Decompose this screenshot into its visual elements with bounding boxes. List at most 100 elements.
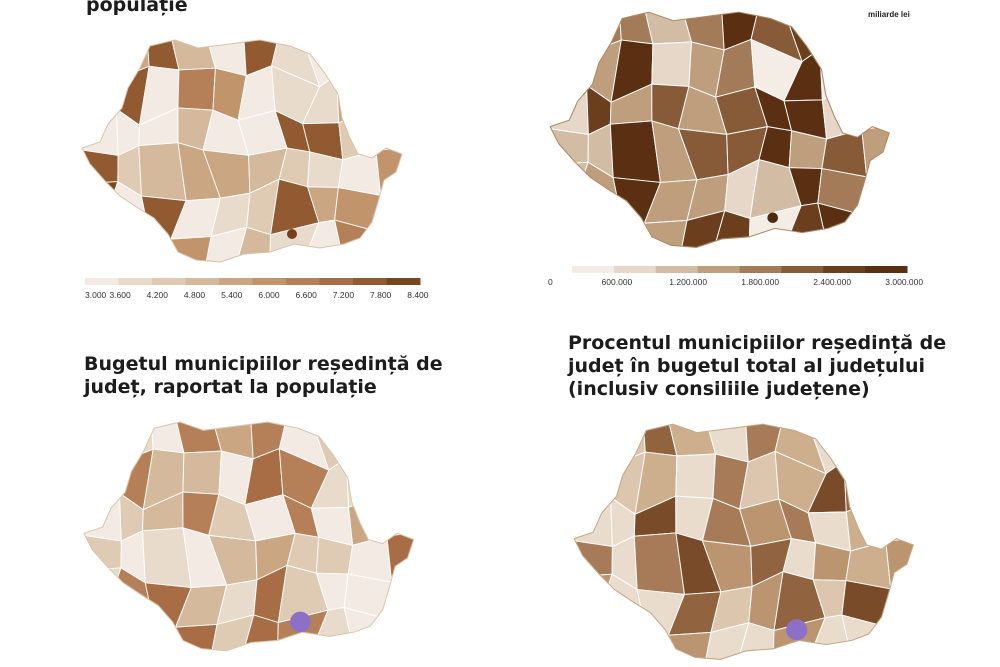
county-region bbox=[84, 422, 117, 467]
legend-tick-label: 5.400 bbox=[221, 290, 243, 300]
legend-tick-label: 7.200 bbox=[332, 290, 355, 300]
legend-tick-label: 2.400.000 bbox=[813, 277, 852, 287]
legend-swatch bbox=[118, 278, 153, 285]
legend-swatch bbox=[85, 278, 119, 285]
legend-ticks: 3.000 3.600 4.200 4.800 5.400 6.000 6.600 7.200… bbox=[85, 290, 429, 302]
county-region bbox=[668, 424, 717, 457]
legend-tick-label: 7.800 bbox=[369, 290, 392, 300]
county-region bbox=[861, 124, 890, 178]
legend-tick-label: 4.800 bbox=[183, 290, 206, 300]
legend-swatch bbox=[865, 266, 908, 273]
legend-color-bar bbox=[572, 266, 908, 273]
legend-swatch bbox=[252, 278, 287, 285]
county-region bbox=[391, 618, 414, 651]
county-region bbox=[82, 73, 117, 116]
county-region bbox=[102, 224, 149, 262]
country-border bbox=[83, 421, 415, 652]
legend-tick-label: 1.800.000 bbox=[741, 277, 780, 287]
legend-tick-label: 3.600 bbox=[109, 290, 131, 300]
county-region bbox=[845, 495, 887, 552]
county-region bbox=[338, 107, 377, 161]
county-region bbox=[843, 424, 897, 462]
county-region bbox=[84, 456, 121, 501]
county-region bbox=[84, 611, 125, 651]
county-region bbox=[170, 40, 216, 71]
county-region bbox=[82, 181, 119, 240]
country-border bbox=[81, 39, 403, 263]
county-region bbox=[333, 219, 385, 262]
county-region bbox=[336, 68, 387, 124]
county-region bbox=[345, 451, 398, 508]
legend-swatch bbox=[697, 266, 740, 273]
legend-tick-label: 1.200.000 bbox=[669, 277, 708, 287]
county-region bbox=[177, 67, 216, 111]
county-region bbox=[550, 161, 589, 224]
county-region bbox=[574, 496, 613, 548]
county-region bbox=[378, 40, 402, 75]
bucharest-region bbox=[287, 229, 297, 239]
county-region bbox=[574, 424, 608, 470]
legend-color-bar bbox=[85, 278, 421, 285]
county-region bbox=[391, 570, 414, 621]
county-region bbox=[819, 12, 873, 50]
county-region bbox=[861, 83, 890, 130]
county-region bbox=[843, 454, 898, 513]
county-region bbox=[861, 42, 890, 94]
county-region bbox=[817, 202, 871, 248]
bucharest-region bbox=[767, 212, 779, 224]
legend-swatch bbox=[185, 278, 220, 285]
legend-swatch bbox=[781, 266, 824, 273]
county-region bbox=[571, 207, 621, 248]
county-region bbox=[175, 422, 223, 454]
county-region bbox=[885, 454, 914, 506]
romania-map bbox=[573, 423, 914, 660]
county-region bbox=[821, 83, 863, 140]
legend-tick-label: 4.200 bbox=[146, 290, 168, 300]
legend-ticks: 0 600.000 1.200.000 1.800.000 2.400.000 3.000… bbox=[548, 277, 923, 289]
county-region bbox=[386, 531, 414, 583]
county-region bbox=[82, 108, 119, 157]
legend-tick-label: 8.400 bbox=[407, 290, 429, 300]
legend-swatch bbox=[823, 266, 866, 273]
romania-map bbox=[81, 39, 403, 263]
county-region bbox=[84, 567, 122, 628]
legend-swatch bbox=[572, 266, 615, 273]
county-region bbox=[643, 219, 688, 248]
country-border bbox=[573, 423, 914, 660]
romania-map bbox=[549, 11, 890, 248]
county-region bbox=[864, 12, 890, 49]
county-region bbox=[345, 422, 398, 459]
county-region bbox=[170, 236, 212, 262]
bucharest-region bbox=[290, 611, 311, 633]
legend-swatch bbox=[353, 278, 387, 285]
legend-tick-label: 600.000 bbox=[601, 277, 633, 287]
map-title: populație bbox=[86, 0, 188, 16]
county-region bbox=[866, 214, 890, 248]
county-region bbox=[84, 492, 122, 542]
legend-unit-label: miliarde lei bbox=[868, 10, 910, 19]
county-region bbox=[667, 631, 712, 660]
county-region bbox=[182, 450, 222, 495]
county-region bbox=[550, 47, 588, 93]
county-region bbox=[343, 606, 396, 651]
legend-swatch bbox=[219, 278, 253, 285]
legend-swatch bbox=[319, 278, 354, 285]
county-region bbox=[389, 422, 414, 458]
county-region bbox=[841, 614, 895, 660]
county-region bbox=[819, 42, 874, 101]
map-title: Bugetul municipiilor reședință de județ,… bbox=[84, 353, 443, 398]
legend-tick-label: 3.000 bbox=[85, 290, 107, 300]
romania-map bbox=[83, 421, 415, 652]
county-region bbox=[375, 146, 402, 197]
county-region bbox=[574, 573, 613, 636]
legend-tick-label: 3.000.000 bbox=[885, 277, 924, 287]
county-region bbox=[82, 40, 114, 83]
county-region bbox=[348, 491, 388, 546]
legend-swatch bbox=[655, 266, 699, 273]
county-region bbox=[375, 107, 402, 152]
legend-tick-label: 6.600 bbox=[295, 290, 317, 300]
county-region bbox=[380, 184, 402, 233]
legend-swatch bbox=[613, 266, 657, 273]
county-region bbox=[890, 626, 914, 660]
map-panel-2: miliarde lei 0 600.000 1.200.000 1.800.000 2… bbox=[500, 0, 1000, 320]
